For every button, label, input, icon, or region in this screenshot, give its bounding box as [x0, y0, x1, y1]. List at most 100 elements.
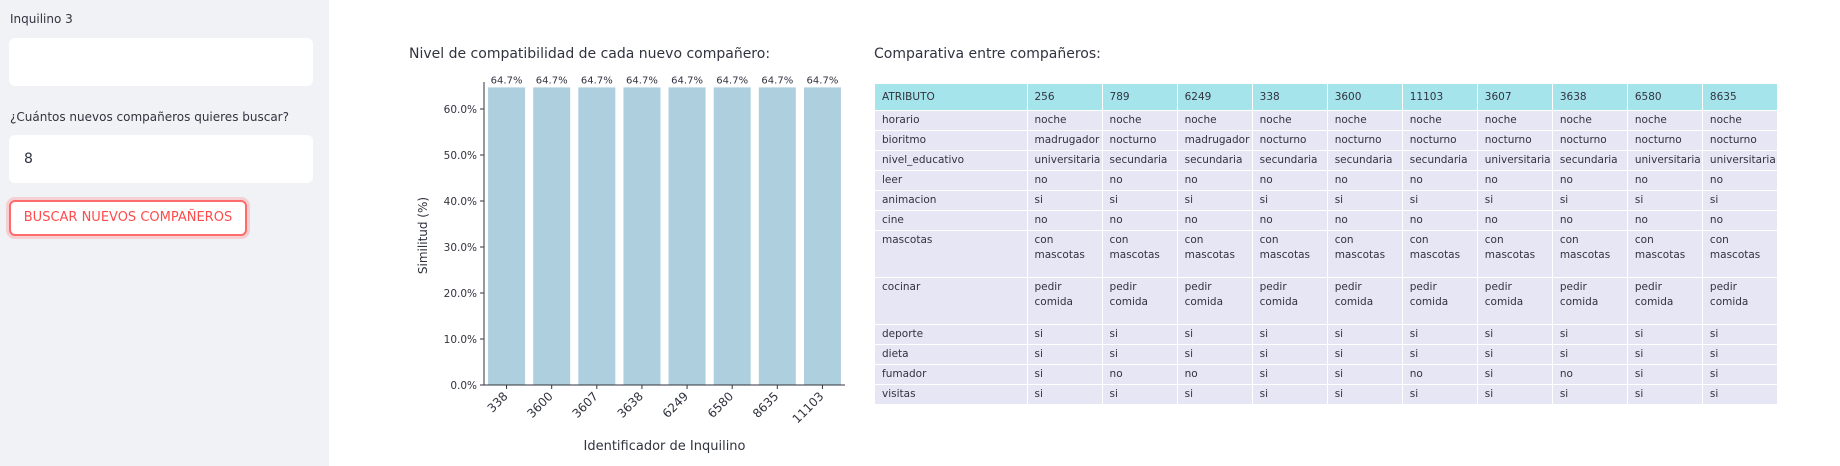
table-cell: si [1627, 190, 1703, 211]
tenant-input[interactable] [9, 38, 313, 86]
table-cell: si [1102, 324, 1178, 345]
table-cell: con mascotas [1177, 230, 1253, 278]
table-cell: noche [1702, 110, 1779, 131]
table-cell: si [1627, 384, 1703, 404]
y-tick-label: 60.0% [444, 104, 477, 116]
table-cell: con mascotas [1627, 230, 1703, 278]
table-cell: si [1702, 364, 1779, 385]
table-cell: no [1627, 170, 1703, 191]
table-row: deporte si si si si si si si si si si [875, 324, 1779, 345]
table-row: nivel_educativo universitaria secundaria se… [875, 150, 1779, 171]
table-row: bioritmo madrugador nocturno madrugador noct… [875, 130, 1779, 151]
table-cell: si [1477, 384, 1553, 404]
table-cell: no [1177, 210, 1253, 231]
header-tenant-id: 6249 [1177, 84, 1253, 111]
bar-value-label: 64.7% [761, 75, 793, 86]
table-cell: pedir comida [1702, 277, 1779, 325]
table-cell: pedir comida [1402, 277, 1478, 325]
header-tenant-id: 3600 [1327, 84, 1403, 111]
y-tick-label: 40.0% [444, 196, 477, 208]
attribute-cell: nivel_educativo [875, 150, 1028, 171]
table-cell: madrugador [1177, 130, 1253, 151]
table-cell: madrugador [1027, 130, 1103, 151]
bar-11103 [803, 87, 841, 385]
table-row: fumador si no no si si no si no si si [875, 364, 1779, 385]
table-cell: no [1402, 170, 1478, 191]
attribute-cell: deporte [875, 324, 1028, 345]
tenant-label: Inquilino 3 [10, 12, 73, 26]
table-row: cine no no no no no no no no no no [875, 210, 1779, 231]
table-cell: si [1402, 344, 1478, 365]
table-cell: si [1252, 190, 1328, 211]
table-cell: no [1402, 364, 1478, 385]
y-tick-label: 0.0% [450, 380, 477, 392]
table-cell: pedir comida [1252, 277, 1328, 325]
x-tick-label: 11103 [790, 389, 827, 426]
table-cell: pedir comida [1327, 277, 1403, 325]
attribute-cell: cine [875, 210, 1028, 231]
table-cell: con mascotas [1027, 230, 1103, 278]
table-cell: no [1252, 170, 1328, 191]
table-cell: no [1552, 210, 1628, 231]
table-row: animacion si si si si si si si si si si [875, 190, 1779, 211]
attribute-cell: visitas [875, 384, 1028, 404]
header-tenant-id: 3607 [1477, 84, 1553, 111]
table-cell: si [1252, 344, 1328, 365]
bar-value-label: 64.7% [536, 75, 568, 86]
table-cell: si [1627, 344, 1703, 365]
table-cell: pedir comida [1027, 277, 1103, 325]
attribute-cell: fumador [875, 364, 1028, 385]
bar-value-label: 64.7% [671, 75, 703, 86]
table-cell: no [1102, 170, 1178, 191]
y-tick-label: 10.0% [444, 334, 477, 346]
table-cell: si [1327, 190, 1403, 211]
table-cell: nocturno [1702, 130, 1779, 151]
table-cell: si [1252, 364, 1328, 385]
attribute-cell: cocinar [875, 277, 1028, 325]
table-cell: si [1252, 384, 1328, 404]
x-tick-label: 338 [485, 389, 511, 415]
bar-3607 [578, 87, 616, 385]
table-cell: no [1252, 210, 1328, 231]
table-cell: con mascotas [1402, 230, 1478, 278]
header-tenant-id: 3638 [1552, 84, 1628, 111]
attribute-cell: horario [875, 110, 1028, 131]
table-cell: secundaria [1102, 150, 1178, 171]
bar-value-label: 64.7% [581, 75, 613, 86]
header-tenant-id: 11103 [1402, 84, 1478, 111]
table-cell: secundaria [1252, 150, 1328, 171]
table-cell: noche [1252, 110, 1328, 131]
bar-value-label: 64.7% [626, 75, 658, 86]
table-cell: nocturno [1477, 130, 1553, 151]
search-button[interactable]: BUSCAR NUEVOS COMPAÑEROS [9, 200, 247, 236]
table-cell: si [1627, 324, 1703, 345]
bar-6580 [713, 87, 751, 385]
table-cell: si [1327, 364, 1403, 385]
table-cell: noche [1402, 110, 1478, 131]
comparison-table: ATRIBUTO 256 789 6249 338 3600 11103 3607 3638 65… [875, 84, 1779, 404]
table-cell: con mascotas [1477, 230, 1553, 278]
table-cell: nocturno [1552, 130, 1628, 151]
table-title: Comparativa entre compañeros: [874, 46, 1101, 62]
table-cell: universitaria [1702, 150, 1779, 171]
attribute-cell: mascotas [875, 230, 1028, 278]
bar-value-label: 64.7% [716, 75, 748, 86]
table-cell: si [1477, 364, 1553, 385]
table-cell: no [1027, 170, 1103, 191]
table-cell: universitaria [1027, 150, 1103, 171]
table-cell: si [1027, 364, 1103, 385]
table-cell: secundaria [1327, 150, 1403, 171]
table-cell: si [1327, 324, 1403, 345]
header-attribute: ATRIBUTO [875, 84, 1028, 111]
table-cell: si [1327, 384, 1403, 404]
table-cell: con mascotas [1102, 230, 1178, 278]
x-tick-label: 8635 [750, 389, 781, 420]
count-input[interactable]: 8 [9, 135, 313, 183]
attribute-cell: leer [875, 170, 1028, 191]
table-cell: con mascotas [1252, 230, 1328, 278]
table-cell: no [1402, 210, 1478, 231]
table-row: dieta si si si si si si si si si si [875, 344, 1779, 365]
header-tenant-id: 8635 [1702, 84, 1779, 111]
table-cell: no [1702, 170, 1779, 191]
table-cell: no [1327, 210, 1403, 231]
